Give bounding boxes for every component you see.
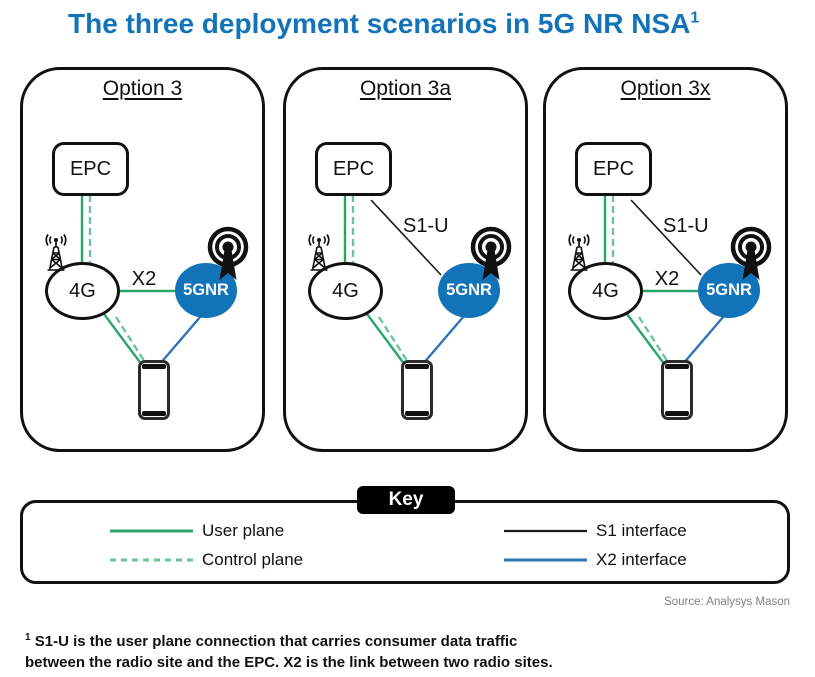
panel-title-option-3a: Option 3a [359,77,452,100]
legend-label: S1 interface [596,521,687,540]
footnote-line-2: between the radio site and the EPC. X2 i… [25,654,553,671]
5gnr-node: 5GNR [438,263,500,318]
panel-title-option-3: Option 3 [102,77,183,100]
4g-node: 4G [45,262,120,320]
control-plane-line-sample [110,558,193,562]
page-title-text: The three deployment scenarios in 5G NR … [68,8,691,39]
phone-icon [401,360,433,420]
footnote-marker: 1 [25,632,31,643]
user-plane-line-4g-ue [626,313,666,366]
key-legend-title: Key [357,486,455,514]
panel-option-3: Option 3 EPC 4G 5GNR X2 [20,67,265,452]
user-plane-line-4g-ue [366,313,406,366]
page-title: The three deployment scenarios in 5G NR … [68,8,699,40]
legend-label: User plane [202,521,285,540]
phone-icon [661,360,693,420]
legend-label: Control plane [202,550,304,569]
cell-tower-icon [45,233,67,271]
panel-option-3a: Option 3a EPC 4G 5GNR S1-U [283,67,528,452]
x2-interface-line-5gnr-ue [421,315,465,366]
legend-item-s1-interface: S1 interface [504,521,687,541]
source-attribution: Source: Analysys Mason [664,596,790,608]
key-legend-box [20,500,790,584]
epc-node: EPC [315,142,392,196]
phone-icon [138,360,170,420]
epc-node: EPC [52,142,129,196]
broadcast-antenna-icon [465,226,517,282]
footnote-line-1: 1 S1-U is the user plane connection that… [25,632,518,650]
broadcast-antenna-icon [725,226,777,282]
x2-interface-line-5gnr-ue [681,315,725,366]
s1-u-label: S1-U [403,215,449,237]
option-3a-links [343,195,465,371]
page-title-footnote-marker: 1 [690,9,700,27]
legend-item-x2-interface: X2 interface [504,550,687,570]
footnote: 1 S1-U is the user plane connection that… [25,627,625,673]
x2-interface-line-sample [504,558,587,562]
s1-u-line-epc-5gnr [370,199,442,276]
4g-node: 4G [308,262,383,320]
epc-node: EPC [575,142,652,196]
legend-item-control-plane: Control plane [110,550,303,570]
s1-interface-line-sample [504,529,587,533]
x2-interface-line-5gnr-ue [158,315,202,366]
panel-option-3x: Option 3x EPC 4G 5GNR S1-U X2 [543,67,788,452]
legend-label: X2 interface [596,550,687,569]
user-plane-line-4g-ue [103,313,143,366]
broadcast-antenna-icon [202,226,254,282]
option-3x-links [603,195,725,371]
panel-title-option-3x: Option 3x [620,77,711,100]
cell-tower-icon [308,233,330,271]
user-plane-line-sample [110,529,193,533]
legend-item-user-plane: User plane [110,521,284,541]
s1-u-label: S1-U [663,215,709,237]
4g-node: 4G [568,262,643,320]
s1-u-line-epc-5gnr [630,199,702,276]
option-3-links [80,195,202,371]
x2-label: X2 [654,268,680,290]
cell-tower-icon [568,233,590,271]
x2-label: X2 [131,268,157,290]
